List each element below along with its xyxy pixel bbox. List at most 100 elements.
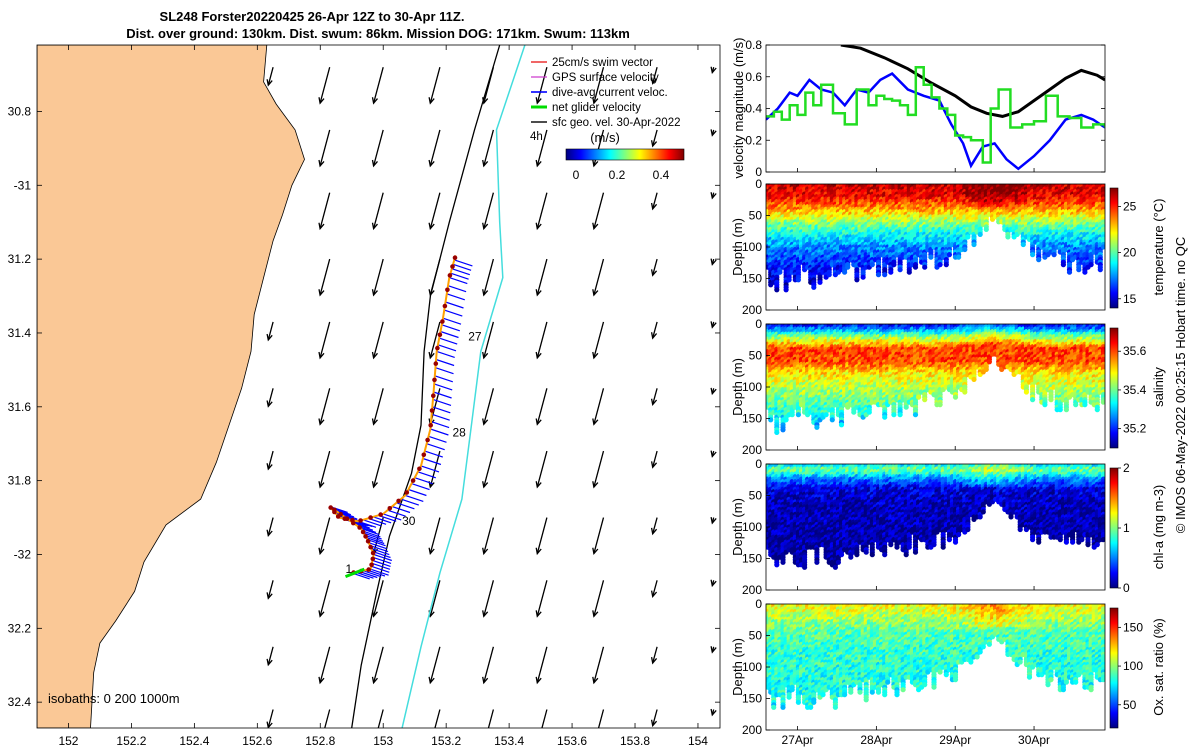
current-arrow xyxy=(487,709,495,728)
track-dot xyxy=(370,550,376,556)
dive-avg-vector xyxy=(440,330,459,339)
track-dot xyxy=(335,514,341,519)
dive-avg-vector xyxy=(362,570,382,578)
map-y-tick-label: 32.2 xyxy=(8,621,32,635)
track-dot xyxy=(440,319,445,324)
colorbar-tick-0: 0 xyxy=(573,168,580,182)
dive-avg-vector xyxy=(431,413,450,421)
current-arrow xyxy=(266,388,274,408)
current-arrow xyxy=(650,258,658,277)
current-arrow xyxy=(650,321,658,340)
dive-avg-vector xyxy=(428,435,447,443)
current-arrow xyxy=(266,517,274,538)
current-arrow xyxy=(592,321,605,360)
current-arrow xyxy=(535,580,548,618)
current-arrow xyxy=(482,192,495,231)
dive-avg-vector xyxy=(422,457,442,466)
current-arrow xyxy=(428,67,441,105)
current-arrow xyxy=(535,192,548,231)
section-y-tick-label: 50 xyxy=(749,209,763,223)
current-arrow xyxy=(428,517,441,556)
legend-item-dive-avg: dive-avg current veloc. xyxy=(531,87,668,99)
track-dot xyxy=(447,273,453,278)
legend-label-sfc-geo: sfc geo. vel. 30-Apr-2022 xyxy=(552,117,681,129)
section-points xyxy=(766,184,1105,293)
dive-avg-vector xyxy=(450,272,469,280)
section-x-tick-label: 28Apr xyxy=(860,733,892,747)
legend-extra-4h: 4h xyxy=(530,131,543,143)
dive-avg-vector xyxy=(405,494,424,502)
current-arrow xyxy=(592,450,605,489)
velocity-y-tick-label: 0 xyxy=(755,165,762,179)
dive-avg-vector xyxy=(363,532,382,540)
current-arrow xyxy=(318,192,331,231)
current-arrow xyxy=(266,646,274,667)
map-x-tick-label: 152.2 xyxy=(116,734,146,748)
map-x-tick-label: 153.6 xyxy=(557,734,587,748)
current-arrow xyxy=(650,450,658,469)
colorbar-tick-label: 100 xyxy=(1123,659,1143,673)
current-arrow xyxy=(428,192,441,231)
isobath-200m xyxy=(351,45,501,728)
section-ylabel: Depth (m) xyxy=(730,218,745,276)
colorbar-tick-label: 35.6 xyxy=(1123,344,1147,358)
map-x-tick-label: 153.2 xyxy=(431,734,461,748)
section-colorbar-label: salinity xyxy=(1151,367,1166,407)
section-colorbar-label: temperature (°C) xyxy=(1151,199,1166,296)
section-y-tick-label: 0 xyxy=(755,597,762,611)
track-dot xyxy=(410,478,416,483)
section-y-tick-label: 0 xyxy=(755,457,762,471)
current-arrow xyxy=(266,321,274,342)
dive-avg-vector xyxy=(364,534,384,542)
current-arrow xyxy=(597,709,605,728)
day-label: 30 xyxy=(402,514,416,528)
section-y-tick-label: 50 xyxy=(749,629,763,643)
current-arrow xyxy=(535,67,548,105)
colorbar-tick-label: 35.2 xyxy=(1123,422,1147,436)
dive-avg-vector xyxy=(432,398,452,406)
current-arrow xyxy=(650,580,658,598)
current-arrow xyxy=(710,66,717,75)
section-colorbar-label: Ox. sat. ratio (%) xyxy=(1151,618,1166,716)
current-arrow xyxy=(371,450,384,489)
current-arrow xyxy=(318,450,331,489)
map-x-tick-label: 152.8 xyxy=(305,734,335,748)
track-dot xyxy=(437,332,443,338)
track-dot xyxy=(363,534,368,539)
dive-avg-vector xyxy=(370,568,389,576)
dive-avg-vector xyxy=(391,505,411,514)
dive-avg-vector xyxy=(441,324,460,332)
dive-avg-vector xyxy=(420,465,440,473)
dive-avg-vector xyxy=(436,350,455,358)
colorbar-tick-label: 1 xyxy=(1123,521,1130,535)
dive-avg-vector xyxy=(387,509,406,517)
isobaths-label: isobaths: 0 200 1000m xyxy=(48,691,180,706)
dive-avg-vector xyxy=(411,483,430,491)
dive-avg-vector xyxy=(432,406,451,414)
dive-avg-vector xyxy=(369,545,389,553)
current-arrow xyxy=(535,321,548,360)
current-arrow xyxy=(318,646,331,685)
dive-avg-vector xyxy=(362,530,381,538)
day-label: 28 xyxy=(452,425,466,439)
dive-avg-vector xyxy=(414,477,433,485)
track-dot xyxy=(357,525,362,530)
current-arrow xyxy=(710,258,717,266)
section-y-tick-label: 150 xyxy=(742,412,762,426)
section-y-tick-label: 0 xyxy=(755,177,762,191)
dive-avg-vector xyxy=(371,565,390,573)
current-arrow xyxy=(318,67,331,105)
legend-item-swim-vector: 25cm/s swim vector xyxy=(531,57,653,69)
current-arrow xyxy=(592,192,605,231)
section-x-tick-label: 29Apr xyxy=(939,733,971,747)
current-arrow xyxy=(710,387,717,396)
credit-text: © IMOS 06-May-2022 00:25:15 Hobart time.… xyxy=(1173,237,1188,533)
current-arrow xyxy=(650,67,658,85)
current-arrow xyxy=(318,321,331,360)
section-y-tick-label: 200 xyxy=(742,723,762,737)
current-arrow xyxy=(710,450,717,458)
current-arrow xyxy=(710,579,717,588)
colorbar-tick-2: 0.4 xyxy=(653,168,670,182)
current-arrow xyxy=(371,258,384,297)
map-y-ticks: 30.8 -31 31.2 31.4 31.6 31.8 -32 32.2 32.4 xyxy=(8,104,720,709)
